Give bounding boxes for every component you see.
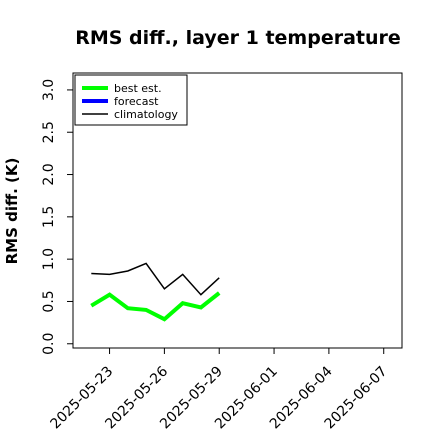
- legend-label-best-est: best est.: [114, 82, 162, 95]
- legend-label-forecast: forecast: [114, 95, 159, 108]
- y-axis-label: RMS diff. (K): [3, 158, 21, 265]
- y-tick-label: 3.0: [41, 79, 57, 101]
- y-tick-label: 1.5: [41, 206, 57, 228]
- chart-title: RMS diff., layer 1 temperature: [75, 27, 401, 49]
- y-tick-label: 2.0: [41, 163, 57, 185]
- y-tick-label: 1.0: [41, 248, 57, 270]
- y-tick-label: 2.5: [41, 121, 57, 143]
- y-tick-label: 0.5: [41, 290, 57, 312]
- series-line-climatology: [91, 263, 219, 294]
- series-lines: [91, 263, 219, 319]
- y-axis: 0.0 0.5 1.0 1.5 2.0 2.5 3.0: [41, 79, 73, 355]
- x-axis: 2025-05-232025-05-262025-05-292025-06-01…: [48, 348, 391, 432]
- series-line-best-est: [91, 293, 219, 319]
- legend: best est. forecast climatology: [75, 75, 187, 125]
- legend-label-climatology: climatology: [114, 108, 178, 121]
- y-tick-label: 0.0: [41, 333, 57, 355]
